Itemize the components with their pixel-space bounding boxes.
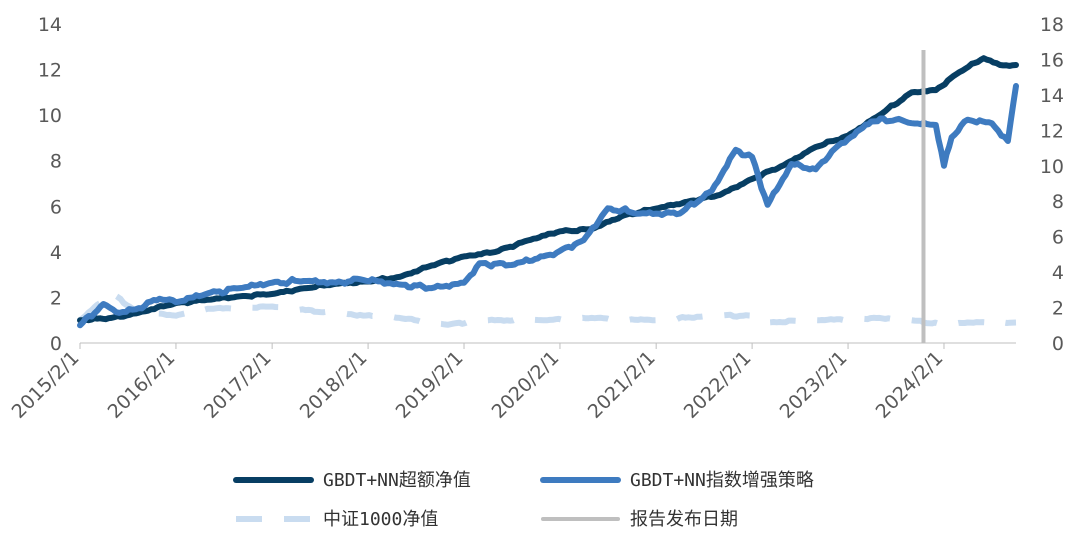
x-tick-label: 2018/2/1 bbox=[296, 347, 372, 423]
right-y-tick-label: 18 bbox=[1040, 14, 1064, 36]
x-tick-label: 2023/2/1 bbox=[776, 347, 852, 423]
legend-label: GBDT+NN指数增强策略 bbox=[630, 470, 814, 491]
series-layer bbox=[77, 55, 1019, 329]
series-line bbox=[77, 83, 1019, 329]
series-line bbox=[77, 55, 1019, 324]
x-tick-label: 2022/2/1 bbox=[680, 347, 756, 423]
right-y-tick-label: 14 bbox=[1040, 85, 1064, 107]
right-y-axis-ticks: 0 2 4 6 8 10 12 14 16 18 bbox=[1040, 14, 1064, 355]
x-tick-label: 2019/2/1 bbox=[392, 347, 468, 423]
series-line bbox=[78, 289, 1017, 328]
left-y-tick-label: 14 bbox=[38, 14, 62, 36]
left-y-tick-label: 6 bbox=[50, 196, 62, 218]
legend-label: 报告发布日期 bbox=[630, 509, 738, 530]
right-y-tick-label: 10 bbox=[1040, 156, 1064, 178]
x-tick-label: 2017/2/1 bbox=[200, 347, 276, 423]
x-tick-label: 2015/2/1 bbox=[8, 347, 84, 423]
right-y-tick-label: 16 bbox=[1040, 49, 1064, 71]
x-tick-label: 2016/2/1 bbox=[104, 347, 180, 423]
x-axis-ticks: 2015/2/1 2016/2/1 2017/2/1 2018/2/1 2019/2/1… bbox=[8, 343, 948, 423]
left-y-axis-ticks: 0 2 4 6 8 10 12 14 bbox=[38, 14, 62, 355]
right-y-tick-label: 8 bbox=[1052, 191, 1064, 213]
right-y-tick-label: 2 bbox=[1052, 298, 1064, 320]
right-y-tick-label: 6 bbox=[1052, 227, 1064, 249]
left-y-tick-label: 10 bbox=[38, 105, 62, 127]
legend-label: GBDT+NN超额净值 bbox=[323, 470, 471, 491]
left-y-tick-label: 0 bbox=[50, 333, 62, 355]
x-tick-label: 2020/2/1 bbox=[488, 347, 564, 423]
left-y-tick-label: 2 bbox=[50, 287, 62, 309]
right-y-tick-label: 4 bbox=[1052, 262, 1064, 284]
x-tick-label: 2024/2/1 bbox=[872, 347, 948, 423]
left-y-tick-label: 12 bbox=[38, 60, 62, 82]
right-y-tick-label: 12 bbox=[1040, 120, 1064, 142]
x-tick-label: 2021/2/1 bbox=[584, 347, 660, 423]
left-y-tick-label: 8 bbox=[50, 151, 62, 173]
right-y-tick-label: 0 bbox=[1052, 333, 1064, 355]
legend-label: 中证1000净值 bbox=[323, 509, 438, 530]
left-y-tick-label: 4 bbox=[50, 242, 62, 264]
